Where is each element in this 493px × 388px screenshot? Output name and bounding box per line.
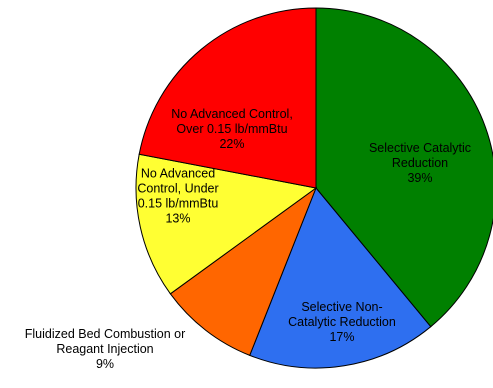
pie-label-5: No Advanced Control, Over 0.15 lb/mmBtu 22… bbox=[171, 107, 293, 151]
pie-value-label: 13% bbox=[165, 212, 190, 226]
pie-slice-3 bbox=[169, 186, 318, 357]
pie-label-line: Selective Catalytic bbox=[369, 141, 471, 155]
pie-slice-4 bbox=[135, 153, 318, 295]
pie-label-line: No Advanced bbox=[141, 167, 215, 181]
pie-label-3: Fluidized Bed Combustion or Reagant Injec… bbox=[25, 327, 186, 371]
pie-label-4: No Advanced Control, Under 0.15 lb/mmBtu 13… bbox=[137, 167, 218, 226]
pie-label-line: No Advanced Control, bbox=[171, 107, 293, 121]
pie-label-line: Reagant Injection bbox=[56, 342, 153, 356]
pie-label-line: Fluidized Bed Combustion or bbox=[25, 327, 186, 341]
pie-value-label: 39% bbox=[407, 171, 432, 185]
pie-label-2: Selective Non-Catalytic Reduction 17% bbox=[288, 300, 396, 344]
pie-labels: Selective Catalytic Reduction 39%Selective… bbox=[25, 107, 471, 371]
pie-label-1: Selective Catalytic Reduction 39% bbox=[369, 141, 471, 185]
pie-value-label: 9% bbox=[96, 357, 114, 371]
pie-label-line: Catalytic Reduction bbox=[288, 315, 396, 329]
pie-label-line: 0.15 lb/mmBtu bbox=[138, 197, 219, 211]
pie-label-line: Reduction bbox=[392, 156, 448, 170]
pie-value-label: 17% bbox=[329, 330, 354, 344]
pie-slice-1 bbox=[315, 7, 493, 328]
pie-slices bbox=[135, 7, 493, 369]
pie-label-line: Over 0.15 lb/mmBtu bbox=[176, 122, 287, 136]
pie-slice-2 bbox=[249, 187, 432, 369]
pie-label-line: Control, Under bbox=[137, 182, 218, 196]
pie-value-label: 22% bbox=[219, 137, 244, 151]
pie-label-line: Selective Non- bbox=[301, 300, 382, 314]
pie-slice-5 bbox=[138, 7, 317, 189]
